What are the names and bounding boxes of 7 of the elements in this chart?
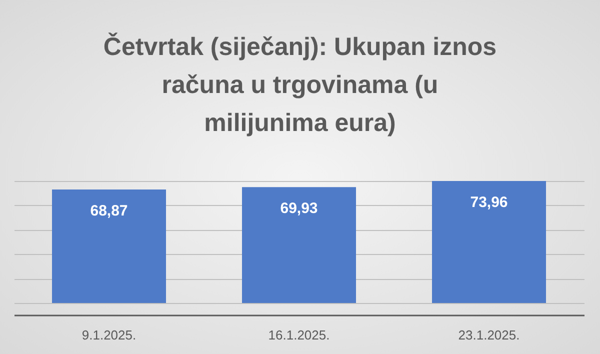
chart-title: Četvrtak (siječanj): Ukupan iznos računa u trgovinama (u milijunima eura): [102, 32, 498, 139]
x-tick-label: 23.1.2025.: [458, 328, 520, 342]
x-tick-label: 9.1.2025.: [82, 328, 136, 342]
text: 69,93: [280, 200, 318, 218]
text: 73,96: [470, 194, 508, 211]
text: 68,87: [90, 202, 128, 220]
x-tick-label: 16.1.2025.: [268, 328, 330, 342]
